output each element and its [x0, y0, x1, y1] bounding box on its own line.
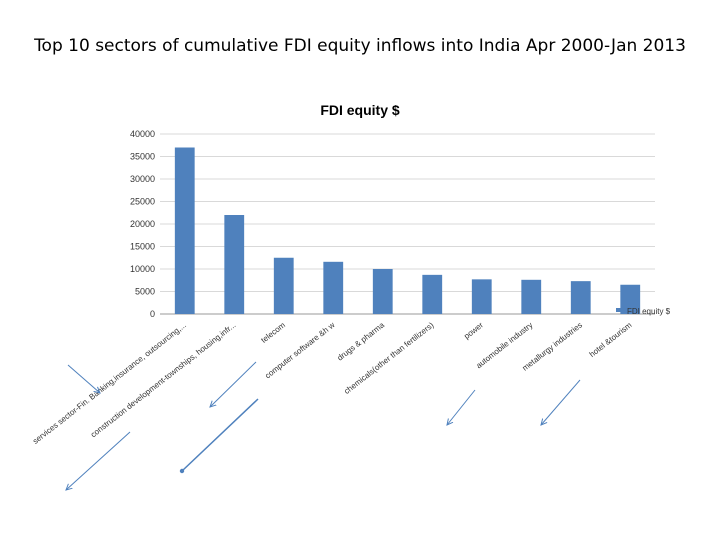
y-tick-label: 30000 — [130, 174, 155, 184]
x-axis-labels: services sector-Fin. Banking,insurance, … — [31, 320, 634, 446]
annotation-arrow — [67, 364, 100, 393]
y-tick-label: 15000 — [130, 242, 155, 252]
x-tick-label: hotel &tourism — [588, 320, 634, 359]
annotation-arrows — [66, 361, 581, 490]
y-tick-label: 40000 — [130, 129, 155, 139]
y-tick-label: 25000 — [130, 197, 155, 207]
y-tick-label: 0 — [150, 309, 155, 319]
annotation-arrow — [541, 379, 581, 425]
y-tick-label: 35000 — [130, 152, 155, 162]
chart-title: FDI equity $ — [320, 102, 400, 118]
bar — [323, 261, 344, 314]
gridlines — [160, 133, 655, 315]
bar — [273, 257, 294, 314]
bar — [471, 279, 492, 314]
x-tick-label: drugs & pharma — [336, 320, 387, 362]
annotation-arrow — [66, 431, 131, 490]
bar — [422, 274, 443, 314]
bar — [570, 281, 591, 314]
annotation-arrow — [447, 389, 476, 425]
bar — [521, 279, 542, 314]
y-tick-label: 10000 — [130, 264, 155, 274]
x-tick-label: telecom — [259, 320, 287, 345]
bar — [620, 284, 641, 314]
x-tick-label: chemicals(other than fertilizers) — [342, 320, 435, 396]
y-tick-label: 20000 — [130, 219, 155, 229]
bar — [224, 215, 245, 314]
annotation-line — [181, 398, 259, 472]
y-axis-ticks: 0 5000 10000 15000 20000 25000 30000 35000 40000 — [130, 129, 155, 319]
x-tick-label: power — [462, 320, 485, 341]
legend: FDI equity $ — [616, 307, 671, 316]
bar — [174, 147, 195, 314]
y-tick-label: 5000 — [135, 287, 155, 297]
annotation-dot — [179, 468, 185, 474]
slide-title: Top 10 sectors of cumulative FDI equity … — [34, 36, 686, 56]
annotation-arrow — [210, 361, 257, 407]
bar — [372, 269, 393, 314]
legend-label: FDI equity $ — [627, 307, 671, 316]
legend-swatch — [616, 308, 625, 312]
bars — [174, 147, 641, 314]
